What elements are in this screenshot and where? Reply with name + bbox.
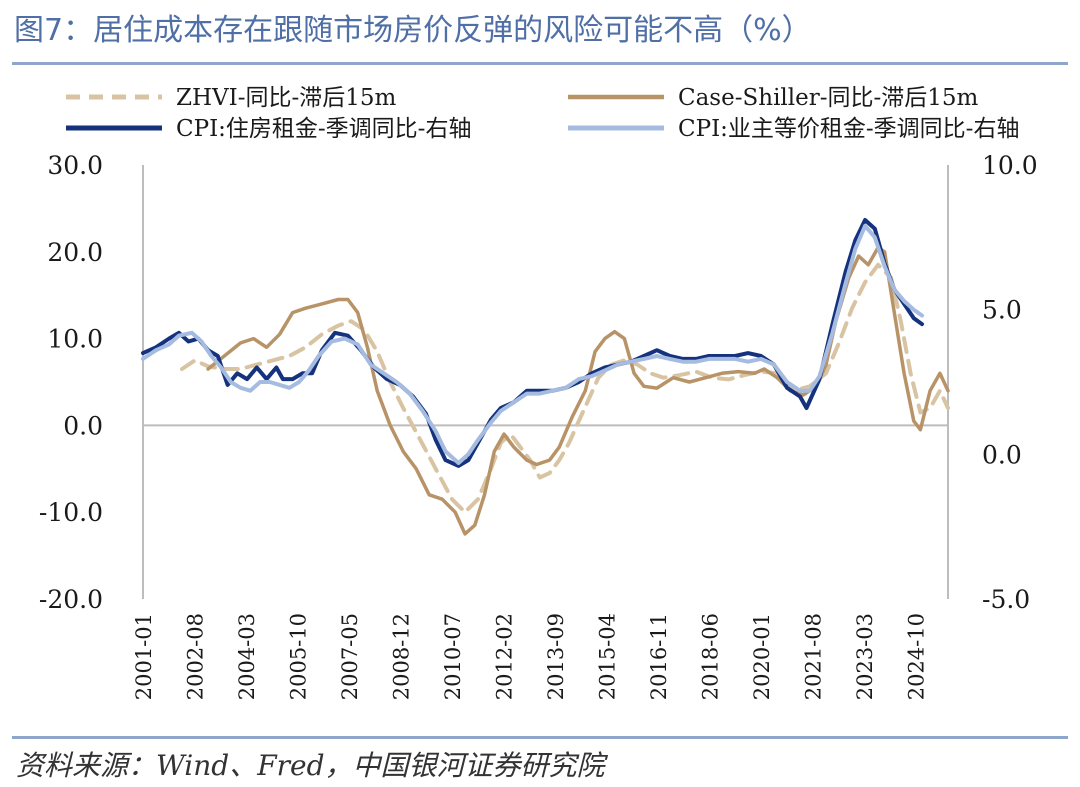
x-tick-label: 2001-01 bbox=[132, 613, 156, 700]
x-tick-label: 2018-06 bbox=[698, 613, 722, 700]
x-tick-label: 2016-11 bbox=[647, 613, 671, 700]
legend-label-1: ZHVI-同比-滞后15m bbox=[176, 85, 397, 111]
right-tick-label: -5.0 bbox=[982, 585, 1030, 614]
title-divider bbox=[12, 62, 1068, 65]
footer-divider bbox=[12, 736, 1068, 739]
series-line-4 bbox=[141, 223, 924, 465]
x-tick-label: 2012-02 bbox=[492, 613, 516, 700]
x-tick-label: 2013-09 bbox=[544, 613, 568, 700]
x-tick-label: 2004-03 bbox=[235, 613, 259, 700]
source-note: 资料来源：Wind、Fred，中国银河证券研究院 bbox=[16, 749, 605, 782]
left-tick-label: 30.0 bbox=[47, 151, 103, 180]
legend-label-3: CPI:住房租金-季调同比-右轴 bbox=[176, 116, 471, 142]
x-tick-label: 2024-10 bbox=[904, 613, 928, 700]
left-tick-label: 20.0 bbox=[47, 238, 103, 267]
chart-axes bbox=[142, 165, 949, 599]
x-tick-label: 2002-08 bbox=[183, 613, 207, 700]
chart-series-layer bbox=[141, 218, 950, 536]
x-tick-label: 2023-03 bbox=[853, 613, 877, 700]
x-axis-ticks: 2001-01 2002-08 2004-03 2005-10 2007-05 2008-… bbox=[132, 613, 928, 700]
chart: ZHVI-同比-滞后15m Case-Shiller-同比-滞后15m CPI:住房… bbox=[39, 85, 1038, 700]
right-tick-label: 5.0 bbox=[982, 296, 1022, 325]
legend-label-2: Case-Shiller-同比-滞后15m bbox=[678, 85, 979, 111]
legend-label-4: CPI:业主等价租金-季调同比-右轴 bbox=[678, 116, 1019, 142]
x-tick-label: 2005-10 bbox=[286, 613, 310, 700]
x-tick-label: 2021-08 bbox=[801, 613, 825, 700]
series-line-2 bbox=[206, 245, 950, 536]
right-axis-ticks: -5.0 0.0 5.0 10.0 bbox=[982, 151, 1038, 614]
legend: ZHVI-同比-滞后15m Case-Shiller-同比-滞后15m CPI:住房… bbox=[66, 85, 1019, 142]
right-tick-label: 10.0 bbox=[982, 151, 1038, 180]
left-tick-label: 0.0 bbox=[63, 411, 103, 440]
left-tick-label: -10.0 bbox=[39, 498, 103, 527]
chart-title: 图7：居住成本存在跟随市场房价反弹的风险可能不高（%） bbox=[14, 13, 812, 48]
x-tick-label: 2015-04 bbox=[595, 613, 619, 700]
left-tick-label: -20.0 bbox=[39, 585, 103, 614]
right-tick-label: 0.0 bbox=[982, 440, 1022, 469]
x-tick-label: 2008-12 bbox=[389, 613, 413, 700]
left-axis-ticks: -20.0 -10.0 0.0 10.0 20.0 30.0 bbox=[39, 151, 103, 614]
x-tick-label: 2007-05 bbox=[338, 613, 362, 700]
left-tick-label: 10.0 bbox=[47, 325, 103, 354]
x-tick-label: 2020-01 bbox=[750, 613, 774, 700]
x-tick-label: 2010-07 bbox=[441, 613, 465, 700]
series-line-1 bbox=[180, 262, 950, 515]
